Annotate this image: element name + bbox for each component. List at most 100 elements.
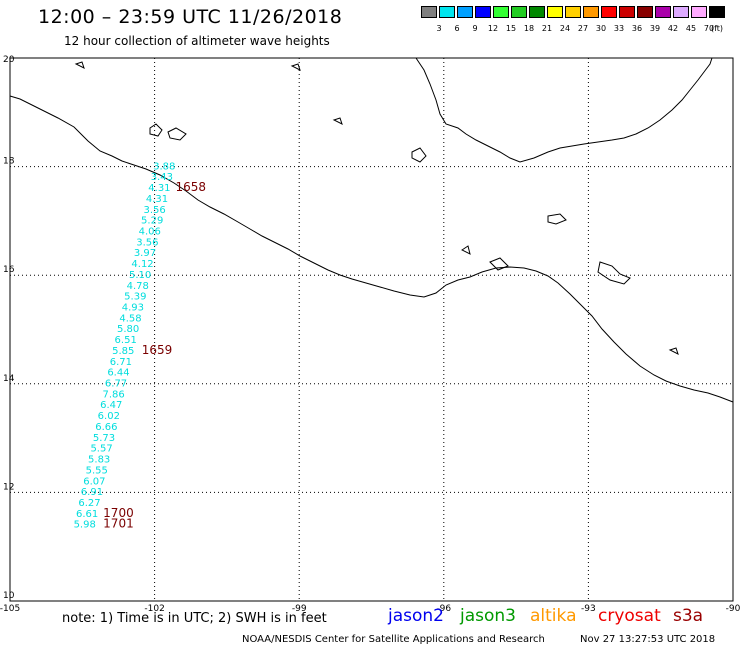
pass-time-label: 1659 [142,343,173,357]
lat-tick-label: 16 [3,265,15,275]
legend-swatch [637,6,653,18]
swh-value: 6.44 [107,368,129,379]
legend-label: 24 [559,24,571,33]
lat-tick-label: 10 [3,591,15,601]
legend-label: 12 [487,24,499,33]
legend-swatch [655,6,671,18]
swh-value: 6.77 [105,379,127,390]
swh-value: 6.61 [76,509,98,520]
swh-value: 5.85 [112,346,134,357]
swh-value: 5.80 [117,324,139,335]
legend-label: 30 [595,24,607,33]
swh-value: 6.66 [95,422,117,433]
legend-label: 36 [631,24,643,33]
legend-swatch [439,6,455,18]
swh-value: 5.55 [86,465,108,476]
lat-tick-label: 20 [3,55,15,65]
swh-value: 4.31 [148,183,170,194]
legend-swatch [673,6,689,18]
legend-swatch [511,6,527,18]
legend-label: 15 [505,24,517,33]
swh-value: 4.93 [122,302,144,313]
lon-tick-label: -93 [581,604,596,614]
legend-swatch [457,6,473,18]
swh-value: 6.02 [98,411,120,422]
lon-tick-label: -90 [726,604,740,614]
legend-label: 42 [667,24,679,33]
pass-time-label: 1701 [103,517,134,531]
lon-tick-label: -99 [292,604,307,614]
generated-timestamp: Nov 27 13:27:53 UTC 2018 [580,634,716,645]
altimeter-pass: 3.883.434.314.313.565.294.063.563.974.12… [74,161,176,530]
lat-tick-label: 12 [3,482,14,492]
legend-swatch [529,6,545,18]
swh-value: 5.10 [129,270,151,281]
pass-time-label: 1658 [175,180,206,194]
legend-swatch [601,6,617,18]
legend-swatch [421,6,437,18]
swh-value: 6.47 [100,400,122,411]
credit: NOAA/NESDIS Center for Satellite Applica… [242,634,545,645]
legend-unit: (ft) [711,24,724,33]
swh-value: 4.31 [146,194,168,205]
swh-value: 5.73 [93,433,115,444]
swh-value: 3.56 [136,237,158,248]
lon-tick-label: -102 [144,604,164,614]
legend-label: 21 [541,24,553,33]
small-islands [74,61,679,355]
swh-value: 6.27 [78,498,100,509]
legend-label: 70 [703,24,715,33]
swh-value: 4.06 [139,226,161,237]
swh-value: 3.88 [153,161,175,172]
graticule [10,58,733,601]
legend-label: 9 [472,24,478,33]
legend-label: 6 [454,24,460,33]
satellite-jason2: jason2 [388,606,444,626]
swh-value: 4.58 [119,313,141,324]
swh-value: 5.83 [88,455,110,466]
swh-value: 4.12 [131,259,153,270]
swh-value: 5.39 [124,292,146,303]
swh-value: 5.29 [141,216,163,227]
legend-label: 33 [613,24,625,33]
swh-value: 3.97 [134,248,156,259]
legend-swatch [691,6,707,18]
legend-label: 45 [685,24,697,33]
legend-swatch [619,6,635,18]
satellite-cryosat: cryosat [598,606,661,626]
map-frame [9,57,734,602]
satellite-s3a: s3a [673,606,704,626]
swh-value: 6.07 [83,476,105,487]
map-subtitle: 12 hour collection of altimeter wave hei… [64,34,330,48]
swh-value: 4.78 [127,281,149,292]
map-title: 12:00 – 23:59 UTC 11/26/2018 [38,6,343,28]
satellite-altika: altika [530,606,577,626]
legend-swatch [709,6,725,18]
swh-value: 5.98 [74,520,96,531]
lat-tick-label: 18 [3,157,15,167]
legend-label: 18 [523,24,535,33]
pass-time-label: 1700 [103,506,134,520]
legend-label: 3 [436,24,442,33]
legend-swatch [475,6,491,18]
coastline-gulf [415,57,713,163]
legend-label: 39 [649,24,661,33]
legend-swatch [493,6,509,18]
axis-tick-labels: -105 -102 -99 -96 -93 -90 20 18 16 14 12 10 [0,55,740,614]
satellite-jason3: jason3 [460,606,516,626]
coastline [9,95,734,403]
swh-value: 6.91 [81,487,103,498]
lon-tick-label: -105 [0,604,20,614]
swh-value: 6.51 [115,335,137,346]
legend-swatch [565,6,581,18]
legend-swatch [583,6,599,18]
swh-value: 5.57 [90,444,112,455]
swh-value: 3.56 [143,205,165,216]
swh-value: 3.43 [151,172,173,183]
swh-value: 7.86 [102,389,124,400]
lon-tick-label: -96 [436,604,451,614]
lat-tick-label: 14 [3,374,15,384]
footnote: note: 1) Time is in UTC; 2) SWH is in fe… [62,611,327,626]
